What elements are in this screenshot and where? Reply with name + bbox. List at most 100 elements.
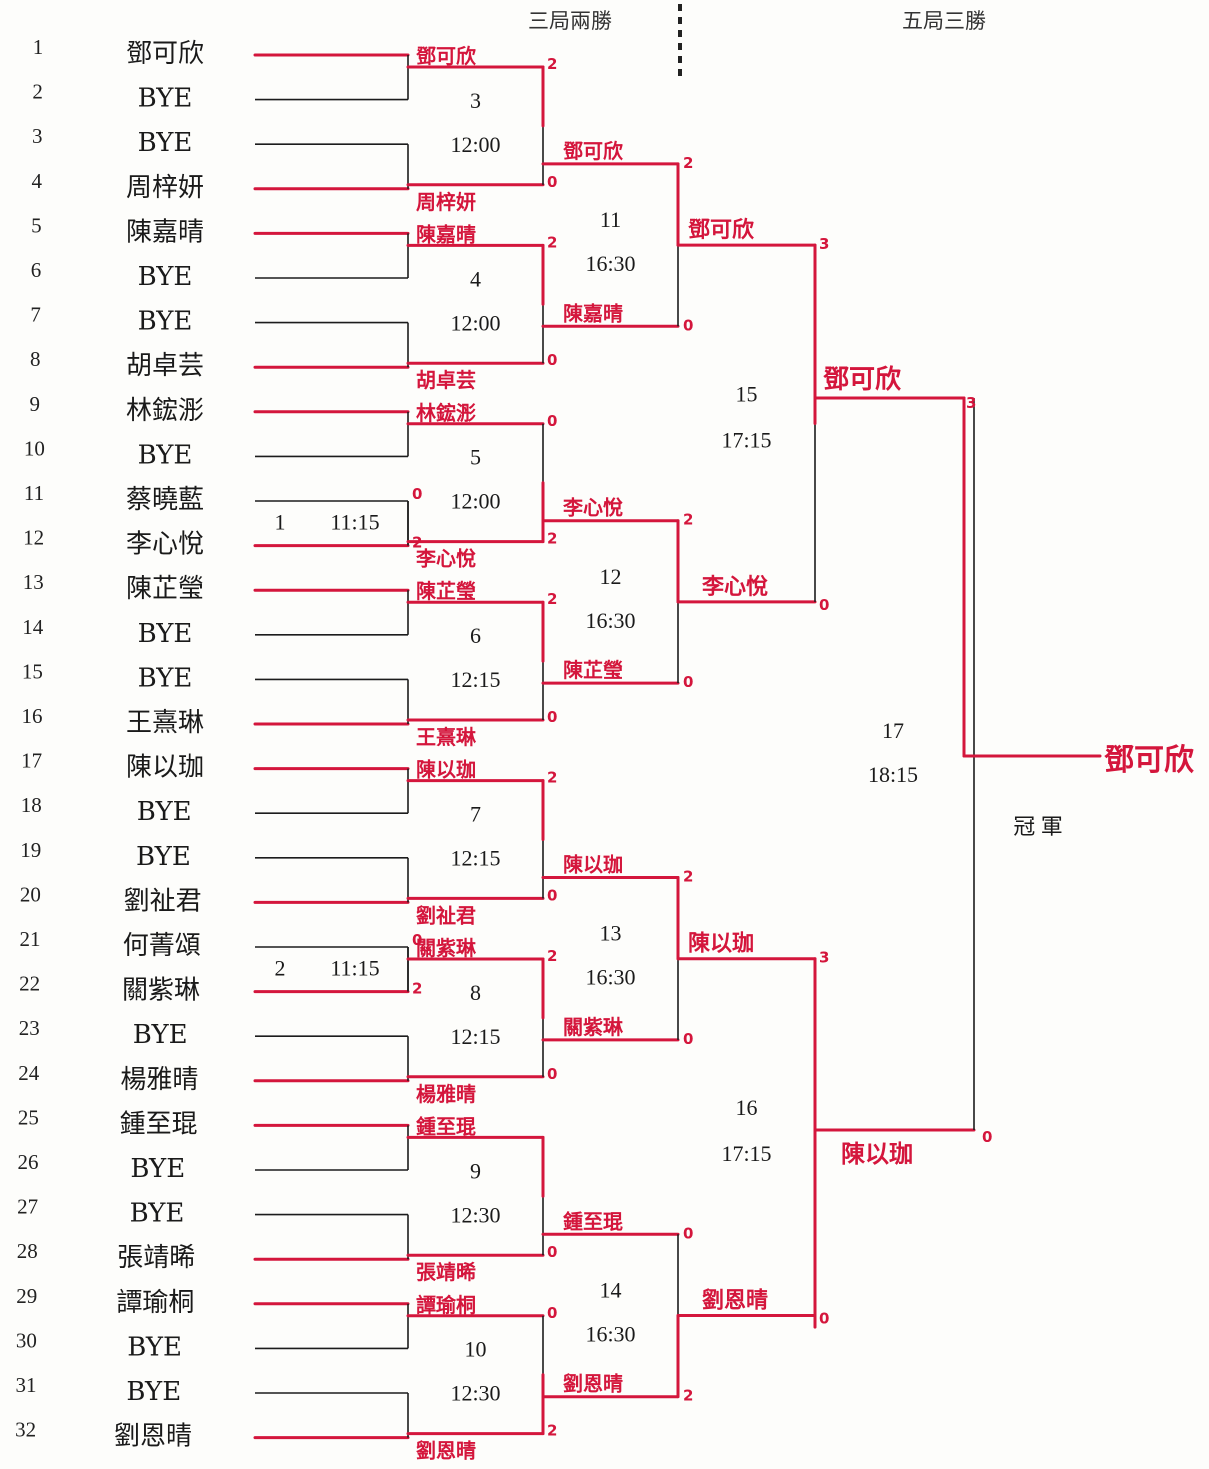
score-top: 0 bbox=[547, 1304, 557, 1322]
seed-number: 8 bbox=[30, 347, 41, 371]
handwritten-name: 劉恩晴 bbox=[563, 1372, 623, 1396]
match-time: 11:15 bbox=[330, 509, 379, 534]
seed-number: 29 bbox=[16, 1284, 37, 1308]
score-top: 2 bbox=[547, 769, 557, 787]
match-number: 16 bbox=[736, 1095, 758, 1120]
header-best-of-five: 五局三勝 bbox=[902, 9, 986, 33]
handwritten-name: 王熹琳 bbox=[416, 725, 477, 749]
entry-name: 王熹琳 bbox=[126, 708, 204, 738]
score-bottom: 0 bbox=[547, 708, 557, 726]
seed-number: 21 bbox=[20, 927, 41, 951]
entry-name: 胡卓芸 bbox=[126, 351, 204, 381]
handwritten-name: 胡卓芸 bbox=[416, 368, 476, 392]
bracket-lines bbox=[253, 53, 1102, 1440]
seed-number: 10 bbox=[24, 436, 45, 460]
seed-number: 5 bbox=[31, 213, 42, 237]
entry-name: 劉祉君 bbox=[124, 886, 202, 916]
match-number: 17 bbox=[882, 718, 904, 743]
match-number: 6 bbox=[470, 623, 481, 648]
score-top: 2 bbox=[683, 868, 693, 886]
entry-name: BYE bbox=[127, 1332, 182, 1362]
handwritten-name: 陳芷瑩 bbox=[563, 658, 623, 682]
match-number: 4 bbox=[470, 266, 481, 291]
match-time: 17:15 bbox=[721, 1141, 771, 1166]
entry-name: BYE bbox=[138, 128, 193, 158]
score-bottom: 0 bbox=[982, 1128, 992, 1146]
seed-number: 24 bbox=[18, 1061, 40, 1085]
entry-name: BYE bbox=[130, 1199, 185, 1229]
score-top: 0 bbox=[683, 1224, 693, 1242]
match-time: 12:15 bbox=[450, 846, 500, 871]
seed-number: 12 bbox=[23, 526, 44, 550]
handwritten-name: 鍾至琨 bbox=[563, 1209, 623, 1233]
score-top: 0 bbox=[412, 485, 422, 503]
score-bottom: 2 bbox=[547, 530, 557, 548]
handwritten-name: 劉恩晴 bbox=[416, 1439, 476, 1463]
handwritten-name: 鄧可欣 bbox=[416, 44, 476, 68]
handwritten-name: 譚瑜桐 bbox=[416, 1293, 476, 1317]
score-bottom: 0 bbox=[547, 886, 557, 904]
score-top: 2 bbox=[547, 55, 557, 73]
seed-number: 4 bbox=[32, 169, 43, 193]
prelim-matches: 1 11:15 0 2 2 11:15 0 2 bbox=[275, 485, 423, 998]
score-bottom: 0 bbox=[547, 1243, 557, 1261]
score-top: 3 bbox=[819, 235, 829, 253]
entry-name: BYE bbox=[130, 1154, 185, 1184]
entry-name: 林鋐浵 bbox=[126, 396, 204, 426]
handwritten-name: 李心悅 bbox=[701, 575, 768, 600]
seed-number: 23 bbox=[19, 1016, 40, 1040]
match-number: 10 bbox=[465, 1337, 487, 1362]
match-time: 18:15 bbox=[868, 762, 918, 787]
score-top: 2 bbox=[547, 947, 557, 965]
match-time: 12:30 bbox=[450, 1202, 500, 1227]
match-number: 12 bbox=[600, 564, 622, 589]
entry-name: 何菁頌 bbox=[123, 931, 201, 961]
champion-label: 冠 軍 bbox=[1013, 814, 1063, 839]
match-number: 9 bbox=[470, 1158, 481, 1183]
handwritten-name: 李心悅 bbox=[562, 496, 623, 520]
entry-name: 張靖晞 bbox=[117, 1243, 195, 1273]
score-top: 0 bbox=[412, 931, 422, 949]
match-number: 14 bbox=[600, 1278, 622, 1303]
match-number: 13 bbox=[600, 921, 622, 946]
match-time: 12:15 bbox=[450, 1024, 500, 1049]
seed-number: 30 bbox=[16, 1328, 37, 1352]
entry-name: BYE bbox=[133, 1020, 188, 1050]
entry-name: 楊雅晴 bbox=[120, 1065, 198, 1095]
seed-number: 31 bbox=[16, 1373, 37, 1397]
handwritten-name: 鍾至琨 bbox=[416, 1114, 476, 1138]
score-top: 3 bbox=[819, 949, 829, 967]
score-bottom: 2 bbox=[683, 1387, 693, 1405]
match-number: 7 bbox=[470, 802, 481, 827]
match-time: 16:30 bbox=[585, 608, 635, 633]
match-time: 12:00 bbox=[450, 489, 500, 514]
handwritten-name: 陳以珈 bbox=[416, 758, 476, 782]
match-number: 2 bbox=[275, 955, 286, 980]
score-top: 2 bbox=[547, 233, 557, 251]
score-top: 3 bbox=[966, 394, 976, 412]
handwritten-name: 陳以珈 bbox=[563, 853, 623, 877]
match-time: 12:00 bbox=[450, 310, 500, 335]
seed-number: 3 bbox=[32, 124, 43, 148]
score-bottom: 0 bbox=[547, 1065, 557, 1083]
entry-name: BYE bbox=[138, 663, 193, 693]
handwritten-name: 關紫琳 bbox=[416, 936, 477, 960]
match-number: 5 bbox=[470, 445, 481, 470]
seed-number: 17 bbox=[21, 749, 42, 773]
handwritten-name: 鄧可欣 bbox=[688, 217, 754, 243]
score-bottom: 2 bbox=[412, 534, 422, 552]
match-time: 16:30 bbox=[585, 965, 635, 990]
handwritten-name: 周梓妍 bbox=[416, 190, 476, 214]
handwritten-name: 張靖晞 bbox=[416, 1260, 476, 1284]
seed-number: 32 bbox=[15, 1418, 36, 1442]
handwritten-name: 陳芷瑩 bbox=[416, 579, 476, 603]
seed-number: 11 bbox=[24, 481, 44, 505]
handwritten-name: 陳以珈 bbox=[841, 1140, 913, 1168]
entry-name: BYE bbox=[138, 84, 193, 114]
match-number: 8 bbox=[470, 980, 481, 1005]
seed-number: 16 bbox=[22, 704, 43, 728]
